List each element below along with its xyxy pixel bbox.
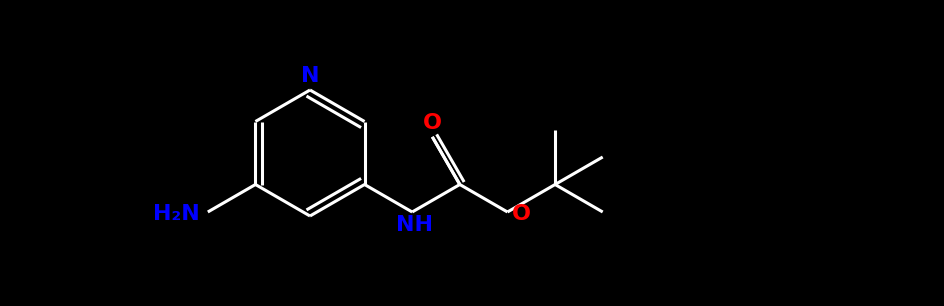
Text: O: O — [423, 113, 442, 133]
Text: H₂N: H₂N — [153, 204, 200, 224]
Text: O: O — [512, 204, 531, 224]
Text: NH: NH — [396, 215, 432, 235]
Text: N: N — [301, 66, 319, 86]
